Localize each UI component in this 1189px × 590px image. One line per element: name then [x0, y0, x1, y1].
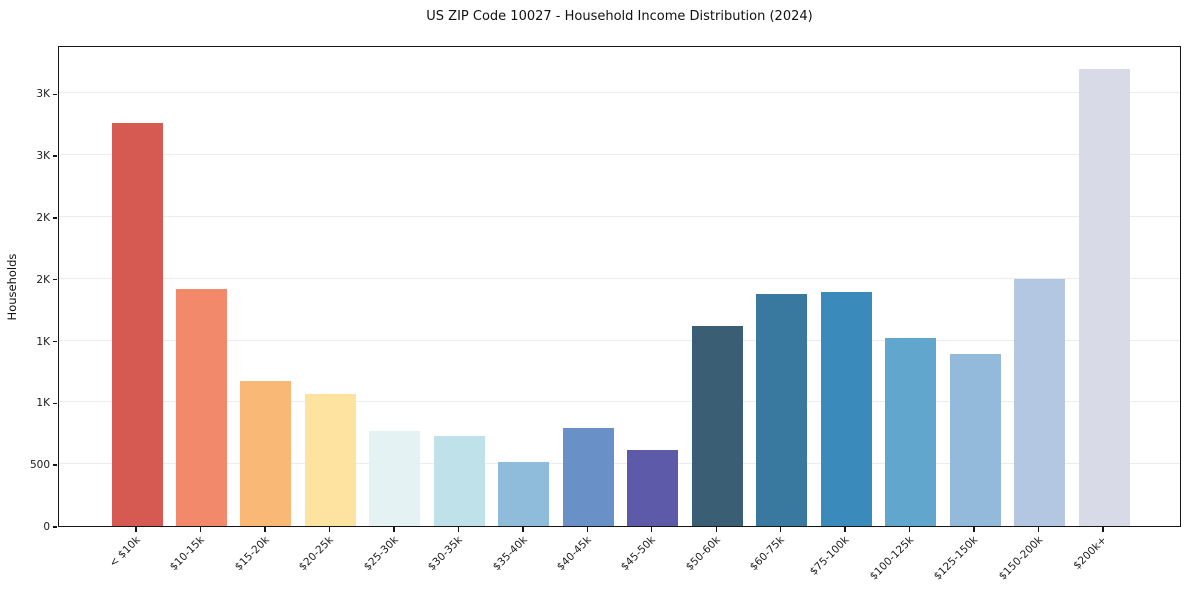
y-tick-label: 1K: [36, 397, 50, 410]
y-tick-mark: [53, 93, 57, 95]
x-tick-mark: [135, 527, 137, 532]
x-tick-mark: [586, 527, 588, 532]
bar-125-150k: [949, 354, 1001, 526]
bar-100-125k: [885, 338, 937, 526]
y-tick-mark: [53, 278, 57, 281]
x-tick-mark: [264, 527, 266, 532]
y-tick-label: 2K: [36, 211, 50, 224]
x-tick-mark: [844, 527, 846, 532]
bar-15-20k: [240, 381, 292, 526]
bar-35-40k: [498, 462, 550, 526]
y-tick-mark: [53, 464, 57, 466]
x-tick-mark: [651, 527, 653, 532]
bar-40-45k: [562, 428, 614, 526]
bar-25-30k: [369, 430, 421, 526]
x-tick-mark: [973, 527, 975, 532]
x-tick-label: $45-50k: [619, 534, 659, 574]
x-tick-label: $50-60k: [683, 534, 723, 574]
y-tick-label: 3K: [36, 88, 50, 101]
x-tick-mark: [908, 527, 911, 532]
x-tick-label: $100-125k: [867, 534, 917, 583]
x-tick-mark: [328, 527, 331, 532]
gridline: [59, 339, 1180, 341]
bar-75-100k: [820, 292, 872, 526]
x-tick-label: $10-15k: [167, 534, 207, 574]
x-tick-label: $30-35k: [425, 534, 465, 574]
gridline: [59, 463, 1180, 465]
bar-10k: [111, 122, 163, 526]
x-tick-label: $25-30k: [361, 534, 401, 574]
x-tick-label: $20-25k: [296, 534, 336, 574]
gridline: [59, 154, 1180, 156]
x-tick-label: $60-75k: [748, 534, 788, 574]
gridline: [59, 401, 1180, 403]
bar-10-15k: [175, 288, 227, 526]
bar-150-200k: [1014, 278, 1066, 526]
bar-20-25k: [304, 393, 356, 526]
x-tick-mark: [393, 527, 395, 532]
x-tick-label: $125-150k: [932, 534, 981, 583]
bar-50-60k: [691, 326, 743, 526]
plot-area: [58, 46, 1181, 527]
y-tick-label: 0: [43, 521, 50, 533]
x-tick-mark: [457, 527, 460, 532]
bar-60-75k: [756, 293, 808, 526]
x-tick-mark: [1102, 527, 1104, 532]
gridline: [59, 277, 1180, 279]
x-tick-label: $40-45k: [554, 534, 594, 574]
x-tick-mark: [715, 527, 717, 532]
x-tick-label: $75-100k: [807, 534, 852, 578]
y-tick-mark: [53, 217, 57, 219]
x-tick-mark: [522, 527, 524, 532]
gridline: [59, 215, 1180, 217]
y-tick-label: 1K: [36, 335, 50, 348]
y-tick-label: 3K: [36, 150, 50, 163]
y-tick-label: 2K: [36, 273, 50, 286]
bar-30-35k: [433, 435, 485, 526]
y-axis-label: Households: [5, 253, 19, 321]
y-tick-mark: [53, 155, 57, 157]
x-tick-label: $15-20k: [232, 534, 272, 574]
x-tick-label: $150-200k: [996, 534, 1046, 583]
x-tick-mark: [780, 527, 782, 532]
bar-45-50k: [627, 449, 679, 526]
gridline: [59, 92, 1180, 94]
x-tick-label: $35-40k: [490, 534, 530, 574]
y-tick-label: 500: [29, 459, 50, 472]
chart-title: US ZIP Code 10027 - Household Income Dis…: [426, 9, 813, 24]
x-tick-label: $200k+: [1071, 534, 1110, 572]
x-tick-mark: [199, 527, 202, 532]
y-tick-mark: [53, 526, 57, 528]
y-tick-mark: [53, 340, 57, 343]
x-tick-mark: [1037, 527, 1040, 532]
y-tick-mark: [53, 402, 57, 405]
x-tick-label: < $10k: [106, 534, 143, 570]
bar-200k: [1078, 68, 1130, 526]
